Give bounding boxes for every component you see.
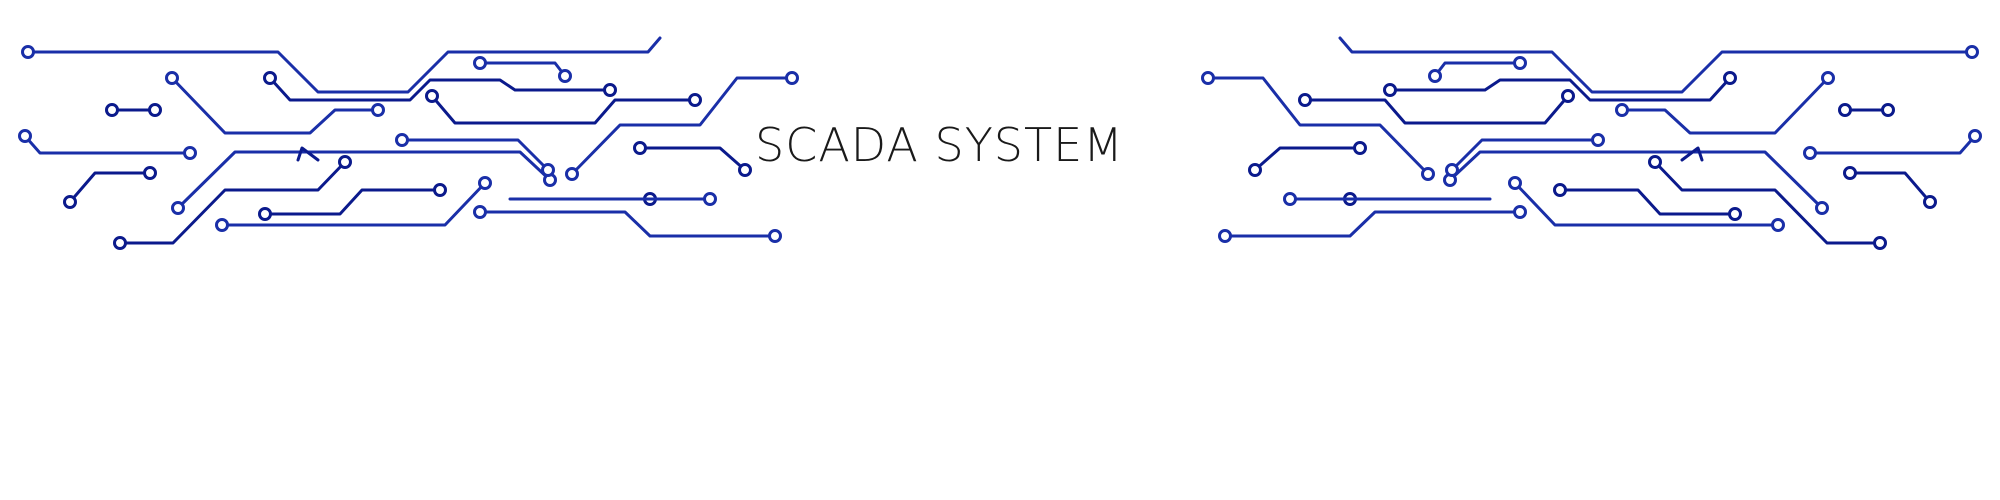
circuit-node-icon [1968, 129, 1982, 143]
circuit-node-icon [1383, 83, 1397, 97]
circuit-node-icon [1553, 183, 1567, 197]
left-circuit-traces [18, 36, 799, 250]
circuit-trace [118, 160, 347, 245]
circuit-node-icon [688, 93, 702, 107]
circuit-node-icon [633, 141, 647, 155]
circuit-trace [1848, 171, 1932, 204]
circuit-node-icon [1513, 56, 1527, 70]
circuit-node-icon [703, 192, 717, 206]
circuit-node-icon [1428, 69, 1442, 83]
circuit-trace [26, 36, 662, 94]
circuit-trace [1253, 146, 1362, 172]
circuit-trace [263, 188, 442, 216]
circuit-node-icon [1218, 229, 1232, 243]
circuit-node-icon [165, 71, 179, 85]
page-title: SCADA SYSTEM [755, 118, 1124, 172]
circuit-node-icon [1815, 201, 1829, 215]
circuit-node-icon [1728, 207, 1742, 221]
circuit-node-icon [18, 129, 32, 143]
circuit-node-icon [258, 207, 272, 221]
circuit-node-icon [371, 103, 385, 117]
circuit-trace [268, 76, 612, 102]
circuit-node-icon [1881, 103, 1895, 117]
circuit-node-icon [63, 195, 77, 209]
circuit-trace [1303, 94, 1570, 125]
circuit-trace [170, 76, 380, 135]
circuit-node-icon [1283, 192, 1297, 206]
circuit-trace [1620, 76, 1830, 135]
circuit-node-icon [565, 167, 579, 181]
circuit-node-icon [1248, 163, 1262, 177]
circuit-trace [23, 134, 192, 155]
circuit-trace [1450, 138, 1600, 172]
circuit-node-icon [541, 163, 555, 177]
circuit-trace [1653, 160, 1882, 245]
circuit-node-icon [1615, 103, 1629, 117]
circuit-trace [1448, 150, 1824, 210]
circuit-node-icon [1353, 141, 1367, 155]
circuit-node-icon [263, 71, 277, 85]
circuit-node-icon [338, 155, 352, 169]
circuit-node-icon [1923, 195, 1937, 209]
circuit-node-icon [1873, 236, 1887, 250]
circuit-node-icon [171, 201, 185, 215]
circuit-node-icon [433, 183, 447, 197]
circuit-node-icon [473, 56, 487, 70]
circuit-node-icon [1591, 133, 1605, 147]
circuit-node-icon [113, 236, 127, 250]
circuit-trace [1558, 188, 1737, 216]
circuit-node-icon [1843, 166, 1857, 180]
circuit-node-icon [105, 103, 119, 117]
circuit-node-icon [1803, 146, 1817, 160]
circuit-node-icon [1838, 103, 1852, 117]
circuit-trace [296, 146, 320, 162]
circuit-node-icon [558, 69, 572, 83]
circuit-trace [478, 210, 777, 238]
circuit-node-icon [215, 218, 229, 232]
circuit-trace [570, 76, 794, 176]
circuit-node-icon [478, 176, 492, 190]
circuit-node-icon [21, 45, 35, 59]
circuit-node-icon [1421, 167, 1435, 181]
circuit-node-icon [1561, 89, 1575, 103]
circuit-node-icon [603, 83, 617, 97]
circuit-node-icon [1648, 155, 1662, 169]
circuit-node-icon [425, 89, 439, 103]
right-circuit-traces [1201, 36, 1982, 250]
circuit-trace [220, 181, 487, 227]
circuit-node-icon [1723, 71, 1737, 85]
circuit-node-icon [1298, 93, 1312, 107]
circuit-trace [176, 150, 552, 210]
circuit-trace [1680, 146, 1704, 162]
circuit-trace [1388, 76, 1732, 102]
circuit-trace [478, 61, 567, 78]
circuit-node-icon [1771, 218, 1785, 232]
circuit-trace [400, 138, 550, 172]
circuit-node-icon [1445, 163, 1459, 177]
circuit-node-icon [1965, 45, 1979, 59]
circuit-trace [638, 146, 747, 172]
circuit-trace [430, 94, 697, 125]
circuit-node-icon [1821, 71, 1835, 85]
circuit-trace [1338, 36, 1974, 94]
circuit-trace [1513, 181, 1780, 227]
circuit-trace [1223, 210, 1522, 238]
circuit-trace [1433, 61, 1522, 78]
circuit-node-icon [1508, 176, 1522, 190]
circuit-node-icon [738, 163, 752, 177]
circuit-trace [1206, 76, 1430, 176]
circuit-node-icon [473, 205, 487, 219]
circuit-node-icon [143, 166, 157, 180]
circuit-trace [68, 171, 152, 204]
circuit-trace [1808, 134, 1977, 155]
circuit-node-icon [183, 146, 197, 160]
circuit-node-icon [148, 103, 162, 117]
circuit-node-icon [768, 229, 782, 243]
circuit-node-icon [1201, 71, 1215, 85]
circuit-node-icon [1513, 205, 1527, 219]
circuit-node-icon [395, 133, 409, 147]
circuit-node-icon [785, 71, 799, 85]
